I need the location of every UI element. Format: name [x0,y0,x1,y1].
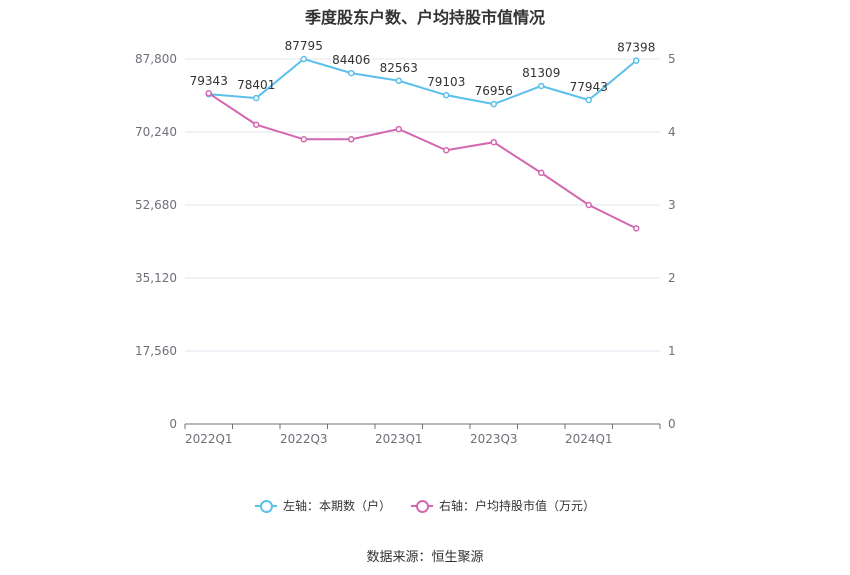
data-label: 84406 [332,53,370,67]
series-line-1 [208,92,637,230]
series-0-point [395,77,402,85]
x-axis-tick-label: 2023Q1 [375,432,423,446]
left-axis-tick-label: 70,240 [135,125,177,139]
series-0-point [348,69,355,77]
left-axis-tick-label: 35,120 [135,271,177,285]
data-label: 87795 [285,39,323,53]
legend-label-households: 左轴：本期数（户） [282,499,391,513]
series-1-point [633,225,640,232]
data-label: 87398 [617,41,655,55]
series-1-point [348,136,355,143]
series-0-point [633,57,640,64]
right-axis-tick-label: 4 [668,125,676,139]
legend-item-households[interactable]: 左轴：本期数（户） [254,497,391,514]
data-label: 82563 [380,61,418,75]
series-0-point [443,91,450,99]
legend: 左轴：本期数（户） 右轴：户均持股市值（万元） [0,497,850,514]
data-label: 76956 [475,84,513,98]
series-1-point [395,125,402,133]
legend-swatch-households [254,499,277,513]
data-label-layer: 79343 78401 87795 84406 82563 79103 76956 81309… [190,39,656,98]
data-label: 81309 [522,66,560,80]
series-1-point [490,138,497,146]
legend-item-avg-holding-value[interactable]: 右轴：户均持股市值（万元） [411,497,595,514]
data-label: 77943 [570,80,608,94]
x-axis-tick-label: 2022Q1 [185,432,233,446]
right-axis-tick-label: 0 [668,417,676,431]
series-line-0 [208,57,637,106]
legend-swatch-avg-holding-value [411,499,433,513]
grid-layer [185,58,660,352]
chart-title: 季度股东户数、户均持股市值情况 [304,8,545,27]
data-label: 78401 [237,78,275,92]
series-0-point [253,94,260,102]
x-axis-tick-label: 2022Q3 [280,432,328,446]
series-1-point [205,90,212,97]
left-axis-tick-label: 52,680 [135,198,177,212]
left-axis-tick-label: 87,800 [135,52,177,66]
series-0-point [300,55,307,63]
series-1-point [585,201,592,209]
legend-label-avg-holding-value: 右轴：户均持股市值（万元） [439,499,596,513]
series-0-point [490,100,497,108]
right-axis-tick-label: 3 [668,198,676,212]
series-layer [205,55,640,232]
right-axis-tick-label: 2 [668,271,676,285]
right-axis-tick-label: 1 [668,344,676,358]
data-source-note: 数据来源：恒生聚源 [366,550,484,565]
series-1-point [300,136,307,143]
series-0-point [585,96,592,104]
left-axis-tick-label: 17,560 [135,344,177,358]
series-1-point [253,121,260,128]
series-1-point [443,147,450,154]
data-label: 79103 [427,75,465,89]
x-axis-tick-label: 2024Q1 [565,432,613,446]
x-axis-tick-label: 2023Q3 [470,432,518,446]
right-axis-tick-label: 5 [668,52,676,66]
axis-layer: 0 0 17,560 1 35,120 2 52,680 3 70,240 4 87,800 5 202… [135,52,676,446]
series-1-point [538,169,545,177]
series-0-point [538,82,545,90]
left-axis-tick-label: 0 [169,417,177,431]
data-label: 79343 [190,74,228,88]
